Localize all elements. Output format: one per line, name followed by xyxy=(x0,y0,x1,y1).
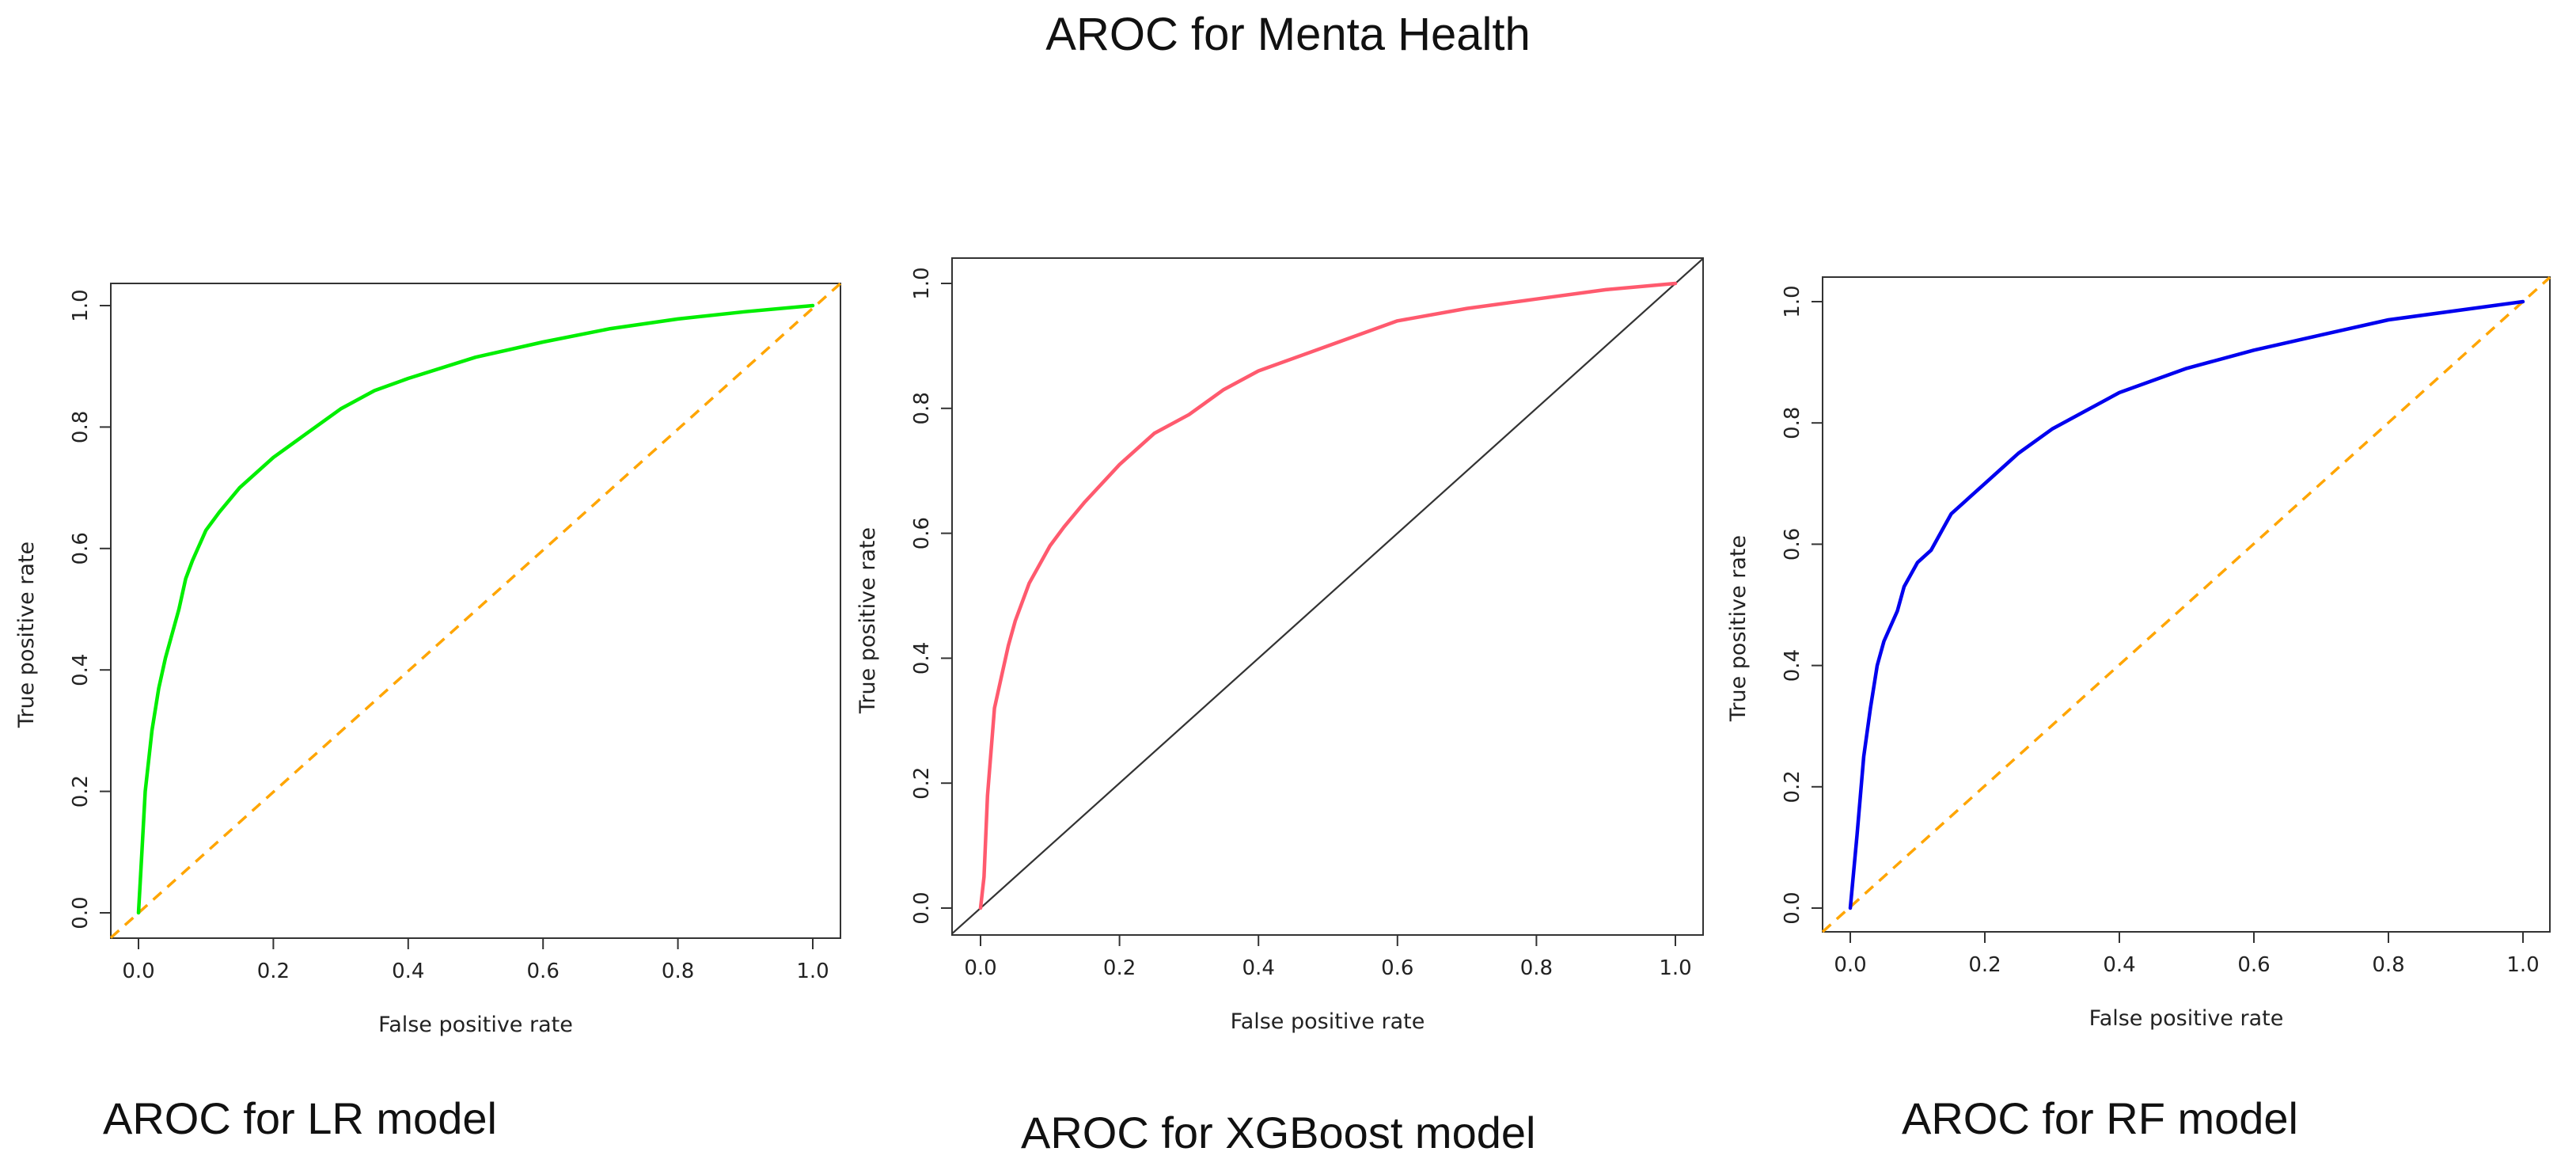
x-tick-label: 0.6 xyxy=(2237,953,2270,977)
roc-curve-lr xyxy=(136,303,815,915)
y-tick-label: 0.0 xyxy=(69,896,93,929)
y-tick-label: 0.6 xyxy=(910,517,934,549)
y-tick-label: 1.0 xyxy=(69,289,93,321)
y-axis-label: True positive rate xyxy=(1726,535,1751,722)
y-tick-label: 0.8 xyxy=(69,411,93,443)
x-tick-label: 0.4 xyxy=(392,960,424,983)
x-axis-label: False positive rate xyxy=(1231,1009,1425,1034)
reference-diagonal-line xyxy=(109,282,842,939)
roc-curve-rf xyxy=(1848,299,2525,910)
y-tick-label: 0.4 xyxy=(69,654,93,686)
y-tick-label: 0.2 xyxy=(910,767,934,800)
y-tick-label: 0.2 xyxy=(69,775,93,808)
x-tick-label: 0.4 xyxy=(2103,953,2135,977)
y-tick-label: 0.0 xyxy=(1781,891,1804,924)
x-tick-label: 0.2 xyxy=(257,960,290,983)
y-tick-label: 1.0 xyxy=(1781,285,1804,317)
y-tick-label: 0.6 xyxy=(69,532,93,564)
x-tick-label: 0.0 xyxy=(964,956,996,980)
chart-rf: 0.0 0.2 0.4 0.6 0.8 1.0 0.0 0.2 0.4 0.6 0.8 1.0 Fals… xyxy=(1726,276,2551,1031)
x-tick-label: 0.2 xyxy=(1103,956,1136,980)
y-tick-label: 0.8 xyxy=(1781,407,1804,439)
plot-frame xyxy=(110,283,841,939)
x-tick-label: 0.0 xyxy=(1834,953,1866,977)
x-tick-label: 0.6 xyxy=(1381,956,1413,980)
x-tick-label: 1.0 xyxy=(796,960,829,983)
reference-diagonal-line xyxy=(1821,276,2551,933)
plot-frame xyxy=(951,257,1704,936)
x-tick-label: 1.0 xyxy=(2506,953,2539,977)
y-tick-label: 0.4 xyxy=(1781,649,1804,682)
x-tick-label: 0.2 xyxy=(1968,953,2001,977)
roc-curve-xgboost xyxy=(978,281,1678,910)
caption-xgboost-model: AROC for XGBoost model xyxy=(1021,1108,1536,1157)
caption-rf-model: AROC for RF model xyxy=(1902,1093,2298,1143)
x-tick-label: 0.8 xyxy=(1520,956,1553,980)
x-tick-label: 0.8 xyxy=(662,960,694,983)
y-tick-label: 1.0 xyxy=(910,267,934,299)
x-tick-label: 1.0 xyxy=(1659,956,1691,980)
y-axis-label: True positive rate xyxy=(14,542,39,728)
x-tick-label: 0.6 xyxy=(527,960,560,983)
plot-frame xyxy=(1822,276,2551,933)
y-tick-label: 0.4 xyxy=(910,642,934,675)
x-tick-label: 0.0 xyxy=(122,960,154,983)
x-tick-label: 0.8 xyxy=(2372,953,2404,977)
chart-lr: 0.0 0.2 0.4 0.6 0.8 1.0 0.0 0.2 0.4 0.6 0.8 1.0 Fals… xyxy=(14,282,842,1037)
x-axis-label: False positive rate xyxy=(2089,1006,2284,1031)
reference-diagonal-line xyxy=(951,257,1704,935)
x-tick-label: 0.4 xyxy=(1242,956,1275,980)
chart-xgboost: 0.0 0.2 0.4 0.6 0.8 1.0 0.0 0.2 0.4 0.6 0.8 1.0 Fals… xyxy=(856,257,1704,1034)
y-tick-label: 0.6 xyxy=(1781,528,1804,561)
x-axis-label: False positive rate xyxy=(378,1013,573,1037)
caption-lr-model: AROC for LR model xyxy=(103,1093,497,1143)
y-tick-label: 0.2 xyxy=(1781,770,1804,803)
y-tick-label: 0.8 xyxy=(910,392,934,424)
page-title: AROC for Menta Health xyxy=(1045,9,1531,60)
y-axis-label: True positive rate xyxy=(856,527,880,714)
y-tick-label: 0.0 xyxy=(910,891,934,924)
